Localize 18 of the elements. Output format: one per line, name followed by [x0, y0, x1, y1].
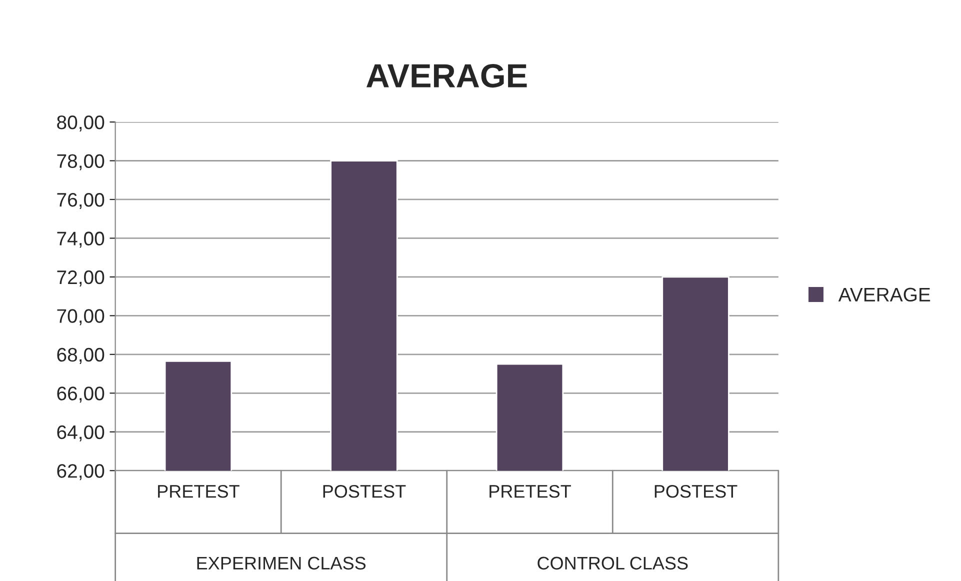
y-tick-label: 66,00	[57, 386, 104, 403]
chart-title: AVERAGE	[366, 64, 527, 88]
x-tick-label: PRETEST	[490, 484, 571, 498]
y-tick-label: 62,00	[57, 464, 104, 480]
y-tick-label: 80,00	[57, 115, 104, 132]
y-tick-label: 72,00	[57, 270, 104, 286]
x-tick-label: POSTEST	[323, 484, 406, 498]
y-tick-label: 78,00	[57, 154, 104, 170]
y-tick-label: 68,00	[57, 348, 104, 364]
text: CONTROL CLASS	[538, 556, 688, 570]
y-tick-label: 76,00	[57, 192, 104, 210]
x-tick-label: PRETEST	[158, 484, 240, 498]
x-tick-label: POSTEST	[654, 484, 738, 498]
legend-label: AVERAGE	[838, 288, 930, 302]
text: EXPERIMEN CLASS	[197, 556, 366, 570]
y-tick-label: 74,00	[57, 232, 104, 248]
y-tick-label: 64,00	[57, 425, 104, 442]
y-tick-label: 70,00	[57, 309, 104, 326]
